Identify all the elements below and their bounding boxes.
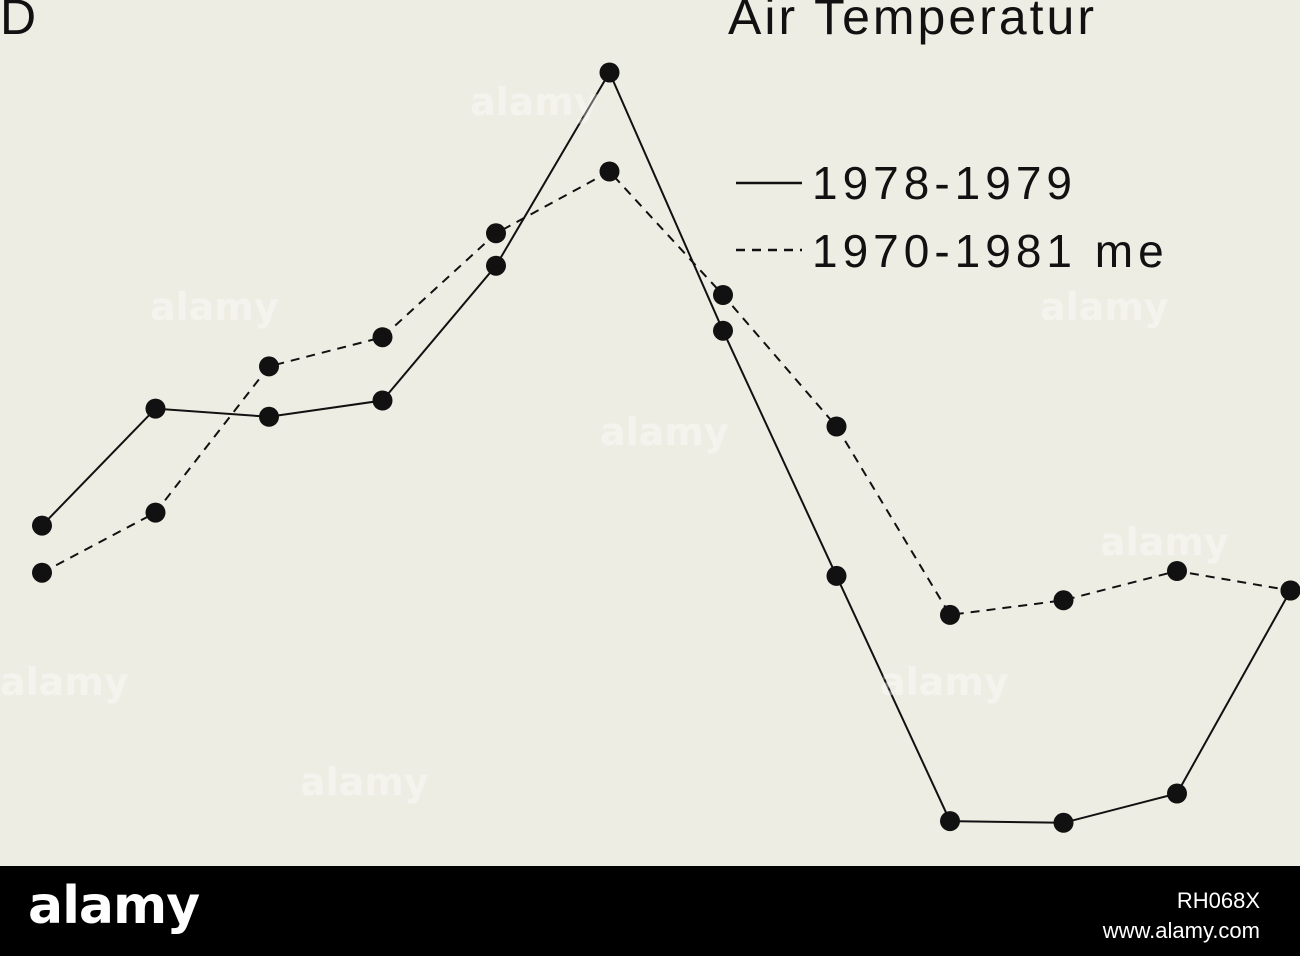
line-chart: D Air Temperatur 1978-1979 1970-1981 me [0,0,1300,833]
data-point-s2-2 [145,502,166,523]
series-lines [41,70,1292,824]
stock-footer-bar: alamy RH068X www.alamy.com [0,866,1300,956]
site-url: www.alamy.com [1102,918,1260,943]
data-point-s2-12 [1280,580,1300,601]
image-id: RH068X [1176,888,1260,913]
chart-title: Air Temperatur [728,0,1097,45]
data-point-s1-3 [259,406,279,427]
legend-label-series-1: 1978-1979 [812,157,1077,209]
data-point-s2-8 [826,416,847,437]
data-point-s2-3 [259,356,279,377]
series-line-2 [41,170,1291,616]
data-point-s2-4 [372,327,393,348]
data-point-s2-9 [940,604,960,625]
series-line-1 [41,70,1292,824]
data-point-s1-8 [826,565,847,586]
data-point-s2-6 [599,161,620,182]
data-point-s1-11 [1167,783,1187,804]
series-points [32,62,1300,833]
legend: 1978-1979 1970-1981 me [736,157,1169,277]
data-point-s1-1 [32,515,52,536]
data-point-s1-6 [599,62,620,83]
data-point-s2-7 [713,285,733,305]
data-point-s1-7 [713,320,733,341]
data-point-s1-2 [145,398,166,419]
legend-label-series-2: 1970-1981 me [812,225,1169,277]
data-point-s1-9 [940,811,960,832]
data-point-s2-5 [486,223,506,244]
brand-logo: alamy [28,876,200,936]
data-point-s2-1 [32,562,52,583]
data-point-s1-4 [372,390,393,411]
data-point-s1-5 [486,255,506,276]
panel-label: D [0,0,36,45]
data-point-s2-11 [1167,561,1187,581]
data-point-s2-10 [1053,590,1074,611]
data-point-s1-10 [1053,812,1074,833]
